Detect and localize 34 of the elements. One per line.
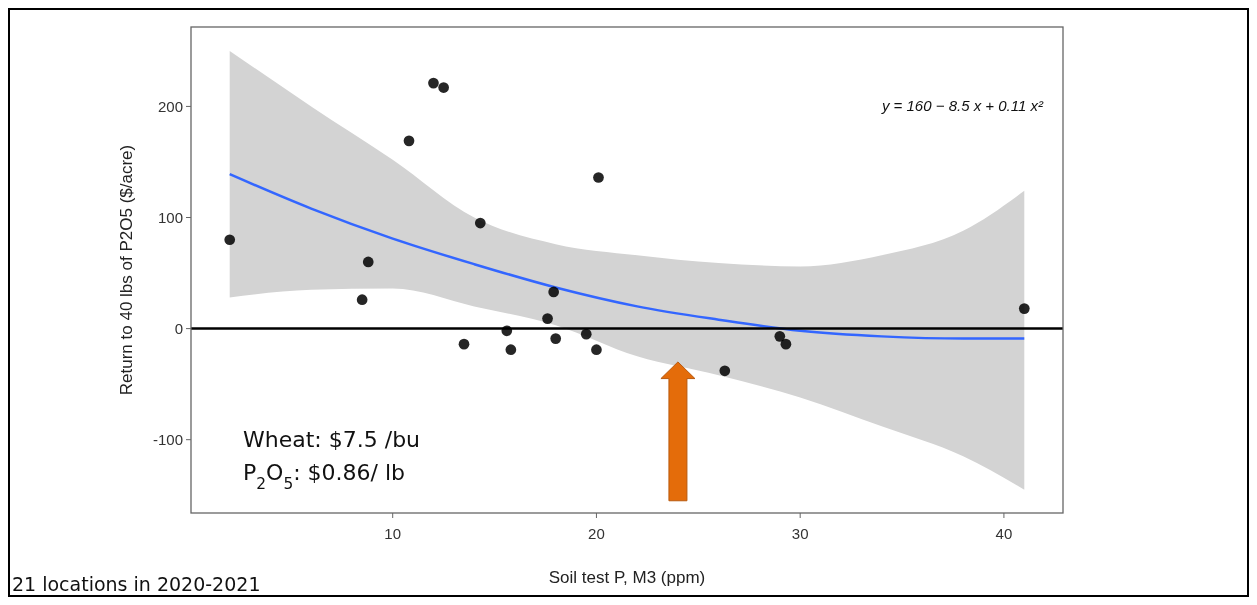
point — [474, 217, 486, 229]
point — [362, 256, 374, 268]
point — [458, 338, 470, 350]
x-axis-title: Soil test P, M3 (ppm) — [548, 568, 706, 587]
point — [548, 286, 560, 298]
point — [1018, 303, 1030, 314]
line-series — [228, 172, 1026, 340]
y-tick-label: 100 — [157, 208, 183, 226]
text: 21 locations in 2020-2021 — [12, 573, 261, 595]
point — [356, 294, 368, 306]
y-tick-label: 0 — [174, 319, 183, 337]
annotation: P$_{2}$O$_{5}$: $0.86/ lb — [243, 459, 406, 493]
x-tick-label: 40 — [995, 525, 1013, 542]
y-tick-label: 200 — [157, 97, 183, 115]
point — [428, 77, 439, 89]
annotation: Wheat: $7.5 /bu — [243, 426, 421, 452]
point — [550, 333, 562, 344]
point — [403, 135, 415, 147]
point — [224, 234, 236, 246]
point — [774, 331, 786, 342]
x-tick-label: 20 — [588, 525, 605, 542]
x-tick-label: 30 — [791, 525, 809, 542]
point — [593, 172, 604, 183]
annotation: y = 160 − 8.5 x + 0.11 x² — [880, 97, 1044, 115]
y-axis-title: Return to 40 lbs of P2O5 ($/acre) — [117, 144, 136, 396]
point — [591, 344, 602, 356]
point — [719, 365, 731, 377]
y-tick-label: -100 — [152, 430, 183, 448]
x-tick-label: 10 — [384, 525, 402, 542]
point — [438, 82, 449, 93]
point — [505, 344, 517, 356]
point — [580, 328, 592, 340]
point — [542, 313, 553, 324]
point — [780, 338, 792, 350]
